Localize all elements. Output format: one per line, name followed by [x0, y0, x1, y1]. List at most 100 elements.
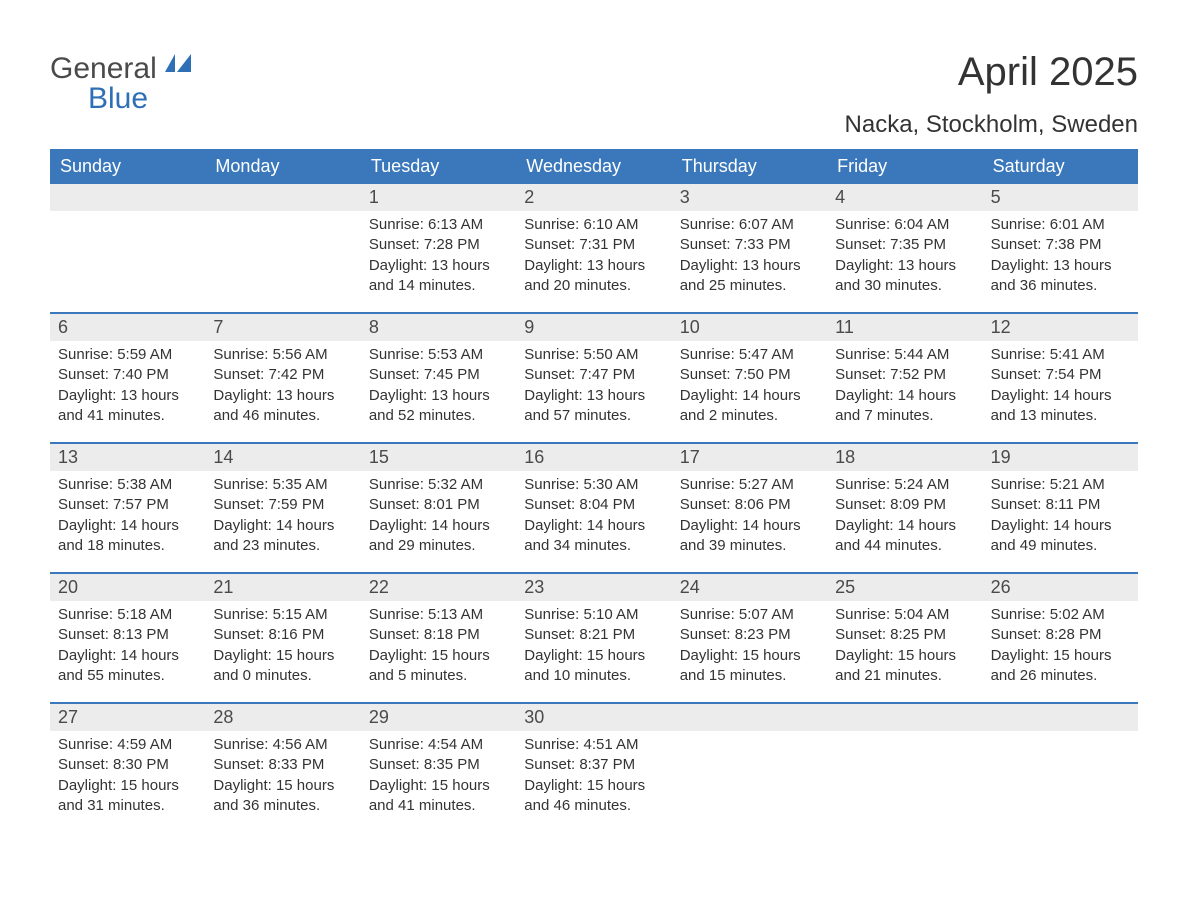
day-number: 14	[205, 444, 360, 471]
sunrise-line: Sunrise: 6:01 AM	[991, 215, 1130, 235]
daylight-line: Daylight: 14 hours and 44 minutes.	[835, 516, 974, 557]
sunset-line: Sunset: 7:50 PM	[680, 365, 819, 385]
sunset-line: Sunset: 8:28 PM	[991, 625, 1130, 645]
sunrise-line: Sunrise: 5:35 AM	[213, 475, 352, 495]
sunset-line: Sunset: 8:06 PM	[680, 495, 819, 515]
day-number	[50, 184, 205, 211]
day-detail: Sunrise: 5:38 AMSunset: 7:57 PMDaylight:…	[50, 475, 205, 556]
day-number: 19	[983, 444, 1138, 471]
calendar-day: 29 Sunrise: 4:54 AMSunset: 8:35 PMDayligh…	[361, 704, 516, 832]
day-detail: Sunrise: 5:27 AMSunset: 8:06 PMDaylight:…	[672, 475, 827, 556]
sunrise-line: Sunrise: 5:10 AM	[524, 605, 663, 625]
sunset-line: Sunset: 7:59 PM	[213, 495, 352, 515]
sunset-line: Sunset: 8:25 PM	[835, 625, 974, 645]
calendar-day: 18Sunrise: 5:24 AMSunset: 8:09 PMDayligh…	[827, 444, 982, 572]
day-detail: Sunrise: 5:35 AMSunset: 7:59 PMDaylight:…	[205, 475, 360, 556]
day-number: 28	[205, 704, 360, 731]
daylight-line: Daylight: 13 hours and 14 minutes.	[369, 256, 508, 297]
sunrise-line: Sunrise: 5:41 AM	[991, 345, 1130, 365]
sunrise-line: Sunrise: 6:13 AM	[369, 215, 508, 235]
day-number: 20	[50, 574, 205, 601]
sunset-line: Sunset: 8:01 PM	[369, 495, 508, 515]
sunset-line: Sunset: 7:45 PM	[369, 365, 508, 385]
daylight-line: Daylight: 14 hours and 7 minutes.	[835, 386, 974, 427]
day-detail: Sunrise: 6:10 AMSunset: 7:31 PMDaylight:…	[516, 215, 671, 296]
weekday-header-cell: Tuesday	[361, 149, 516, 184]
calendar-day: 4Sunrise: 6:04 AMSunset: 7:35 PMDaylight…	[827, 184, 982, 312]
daylight-line: Daylight: 15 hours and 31 minutes.	[58, 776, 197, 817]
sunrise-line: Sunrise: 5:32 AM	[369, 475, 508, 495]
weekday-header-cell: Wednesday	[516, 149, 671, 184]
day-number: 6	[50, 314, 205, 341]
flag-icon	[165, 54, 193, 78]
sunset-line: Sunset: 8:09 PM	[835, 495, 974, 515]
day-detail: Sunrise: 5:21 AMSunset: 8:11 PMDaylight:…	[983, 475, 1138, 556]
calendar-day	[827, 704, 982, 832]
day-number: 29	[361, 704, 516, 731]
calendar-week: 1Sunrise: 6:13 AMSunset: 7:28 PMDaylight…	[50, 184, 1138, 312]
sunset-line: Sunset: 7:38 PM	[991, 235, 1130, 255]
calendar-day	[983, 704, 1138, 832]
sunset-line: Sunset: 7:31 PM	[524, 235, 663, 255]
day-number: 24	[672, 574, 827, 601]
calendar-day: 14 Sunrise: 5:35 AMSunset: 7:59 PMDayligh…	[205, 444, 360, 572]
sunrise-line: Sunrise: 4:54 AM	[369, 735, 508, 755]
day-detail: Sunrise: 5:15 AMSunset: 8:16 PMDaylight:…	[205, 605, 360, 686]
sunrise-line: Sunrise: 5:56 AM	[213, 345, 352, 365]
day-detail: Sunrise: 5:41 AMSunset: 7:54 PMDaylight:…	[983, 345, 1138, 426]
calendar-day: 2Sunrise: 6:10 AMSunset: 7:31 PMDaylight…	[516, 184, 671, 312]
sunset-line: Sunset: 7:35 PM	[835, 235, 974, 255]
day-number: 12	[983, 314, 1138, 341]
daylight-line: Daylight: 15 hours and 21 minutes.	[835, 646, 974, 687]
daylight-line: Daylight: 13 hours and 25 minutes.	[680, 256, 819, 297]
day-number: 15	[361, 444, 516, 471]
day-number	[205, 184, 360, 211]
day-number: 1	[361, 184, 516, 211]
daylight-line: Daylight: 14 hours and 18 minutes.	[58, 516, 197, 557]
calendar-day: 16Sunrise: 5:30 AMSunset: 8:04 PMDayligh…	[516, 444, 671, 572]
day-number: 26	[983, 574, 1138, 601]
calendar-day: 28 Sunrise: 4:56 AMSunset: 8:33 PMDayligh…	[205, 704, 360, 832]
day-number: 7	[205, 314, 360, 341]
day-detail: Sunrise: 5:32 AMSunset: 8:01 PMDaylight:…	[361, 475, 516, 556]
month-title: April 2025	[845, 50, 1138, 95]
daylight-line: Daylight: 13 hours and 36 minutes.	[991, 256, 1130, 297]
page-header: General Blue April 2025 Nacka, Stockholm…	[50, 50, 1138, 139]
day-detail: Sunrise: 4:56 AMSunset: 8:33 PMDaylight:…	[205, 735, 360, 816]
sunrise-line: Sunrise: 5:59 AM	[58, 345, 197, 365]
day-detail: Sunrise: 4:54 AMSunset: 8:35 PMDaylight:…	[361, 735, 516, 816]
sunrise-line: Sunrise: 5:27 AM	[680, 475, 819, 495]
daylight-line: Daylight: 15 hours and 10 minutes.	[524, 646, 663, 687]
day-detail: Sunrise: 6:13 AMSunset: 7:28 PMDaylight:…	[361, 215, 516, 296]
sunset-line: Sunset: 8:16 PM	[213, 625, 352, 645]
daylight-line: Daylight: 14 hours and 23 minutes.	[213, 516, 352, 557]
day-detail: Sunrise: 5:56 AMSunset: 7:42 PMDaylight:…	[205, 345, 360, 426]
sunrise-line: Sunrise: 5:02 AM	[991, 605, 1130, 625]
sunrise-line: Sunrise: 5:15 AM	[213, 605, 352, 625]
day-detail: Sunrise: 5:50 AMSunset: 7:47 PMDaylight:…	[516, 345, 671, 426]
brand-line2: Blue	[88, 82, 148, 115]
location: Nacka, Stockholm, Sweden	[845, 111, 1138, 139]
day-detail: Sunrise: 6:07 AMSunset: 7:33 PMDaylight:…	[672, 215, 827, 296]
calendar: SundayMondayTuesdayWednesdayThursdayFrid…	[50, 149, 1138, 832]
sunrise-line: Sunrise: 6:10 AM	[524, 215, 663, 235]
calendar-week: 6Sunrise: 5:59 AMSunset: 7:40 PMDaylight…	[50, 312, 1138, 442]
day-detail: Sunrise: 5:44 AMSunset: 7:52 PMDaylight:…	[827, 345, 982, 426]
sunset-line: Sunset: 7:28 PM	[369, 235, 508, 255]
day-number: 13	[50, 444, 205, 471]
sunrise-line: Sunrise: 5:44 AM	[835, 345, 974, 365]
daylight-line: Daylight: 15 hours and 15 minutes.	[680, 646, 819, 687]
day-detail: Sunrise: 5:13 AMSunset: 8:18 PMDaylight:…	[361, 605, 516, 686]
sunrise-line: Sunrise: 5:53 AM	[369, 345, 508, 365]
sunset-line: Sunset: 7:33 PM	[680, 235, 819, 255]
daylight-line: Daylight: 15 hours and 26 minutes.	[991, 646, 1130, 687]
calendar-body: 1Sunrise: 6:13 AMSunset: 7:28 PMDaylight…	[50, 184, 1138, 832]
day-detail: Sunrise: 4:59 AMSunset: 8:30 PMDaylight:…	[50, 735, 205, 816]
brand-text: General Blue	[50, 50, 193, 114]
calendar-day: 1 Sunrise: 6:13 AMSunset: 7:28 PMDaylight…	[361, 184, 516, 312]
daylight-line: Daylight: 15 hours and 41 minutes.	[369, 776, 508, 817]
sunrise-line: Sunrise: 5:18 AM	[58, 605, 197, 625]
brand-logo: General Blue	[50, 50, 193, 114]
calendar-day: 7 Sunrise: 5:56 AMSunset: 7:42 PMDaylight…	[205, 314, 360, 442]
sunset-line: Sunset: 8:13 PM	[58, 625, 197, 645]
